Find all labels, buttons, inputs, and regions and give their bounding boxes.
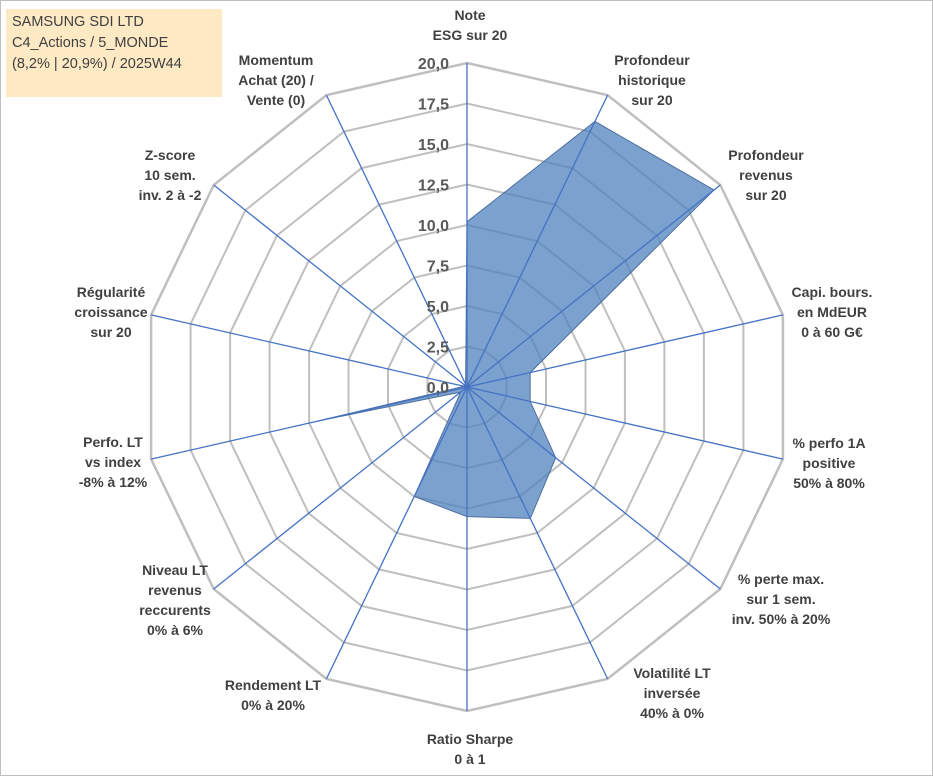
- axis-label-8-line-0: Rendement LT: [225, 677, 322, 693]
- spoke-1: [466, 94, 609, 388]
- axis-label-9-line-1: revenus: [148, 582, 202, 598]
- axis-label-1: Profondeur historique sur 20: [614, 52, 690, 108]
- axis-label-12-line-2: inv. 2 à -2: [139, 187, 202, 203]
- tick-label-1: 2,5: [427, 340, 449, 357]
- axis-label-6-line-1: inversée: [644, 685, 701, 701]
- axis-label-3: Capi. bours. en MdEUR 0 à 60 G€: [792, 284, 873, 340]
- axis-label-2: Profondeur revenus sur 20: [728, 147, 804, 203]
- tick-label-8: 20,0: [418, 56, 449, 73]
- axis-label-3-line-0: Capi. bours.: [792, 284, 873, 300]
- axis-label-0-line-1: ESG sur 20: [433, 27, 508, 43]
- info-box: SAMSUNG SDI LTD C4_Actions / 5_MONDE (8,…: [6, 9, 222, 97]
- axis-label-7-line-0: Ratio Sharpe: [427, 731, 514, 747]
- spoke-6: [466, 386, 609, 680]
- axis-label-2-line-1: revenus: [739, 167, 793, 183]
- axis-label-0-line-0: Note: [454, 7, 485, 23]
- spoke-10: [150, 386, 468, 460]
- spoke-3: [466, 314, 784, 388]
- axis-label-7-line-1: 0 à 1: [454, 751, 485, 767]
- axis-label-13-line-1: Achat (20) /: [238, 72, 314, 88]
- axis-label-9-line-3: 0% à 6%: [147, 622, 204, 638]
- spoke-5: [466, 386, 721, 590]
- tick-label-5: 12,5: [418, 178, 449, 195]
- info-category: C4_Actions / 5_MONDE: [12, 35, 169, 51]
- axis-label-11-line-2: sur 20: [90, 324, 131, 340]
- tick-label-7: 17,5: [418, 97, 449, 114]
- axis-label-5-line-1: sur 1 sem.: [746, 591, 815, 607]
- axis-label-10-line-2: -8% à 12%: [79, 474, 148, 490]
- axis-label-11-line-0: Régularité: [77, 284, 146, 300]
- info-company-name: SAMSUNG SDI LTD: [12, 14, 144, 30]
- axis-label-10-line-1: vs index: [85, 454, 141, 470]
- axis-label-13-line-2: Vente (0): [247, 92, 305, 108]
- axis-label-6-line-2: 40% à 0%: [640, 705, 704, 721]
- axis-label-1-line-0: Profondeur: [614, 52, 690, 68]
- axis-label-5: % perte max. sur 1 sem. inv. 50% à 20%: [732, 571, 831, 627]
- axis-label-13-line-0: Momentum: [239, 52, 314, 68]
- spoke-8: [325, 386, 468, 680]
- tick-label-6: 15,0: [418, 137, 449, 154]
- axis-label-9: Niveau LT revenus reccurents 0% à 6%: [139, 562, 211, 638]
- axis-label-4-line-1: positive: [803, 455, 856, 471]
- axis-label-2-line-0: Profondeur: [728, 147, 804, 163]
- spoke-11: [150, 314, 468, 388]
- tick-label-4: 10,0: [418, 218, 449, 235]
- info-stats: (8,2% | 20,9%) / 2025W44: [12, 56, 182, 72]
- axis-label-12-line-0: Z-score: [145, 147, 196, 163]
- axis-label-12-line-1: 10 sem.: [144, 167, 195, 183]
- spoke-9: [213, 386, 468, 590]
- radar-spokes: [150, 63, 784, 711]
- axis-label-10-line-0: Perfo. LT: [83, 434, 143, 450]
- axis-label-12: Z-score 10 sem. inv. 2 à -2: [139, 147, 202, 203]
- axis-label-6-line-0: Volatilité LT: [633, 665, 711, 681]
- axis-label-7: Ratio Sharpe 0 à 1: [427, 731, 514, 767]
- axis-label-5-line-2: inv. 50% à 20%: [732, 611, 831, 627]
- radar-tick-labels: 0,0 2,5 5,0 7,5 10,0 12,5 15,0 17,5 20,0: [418, 56, 449, 397]
- spoke-13: [325, 94, 468, 388]
- tick-label-3: 7,5: [427, 259, 449, 276]
- radar-axis-labels: Note ESG sur 20 Profondeur historique sur 20…: [74, 7, 872, 767]
- axis-label-8: Rendement LT 0% à 20%: [225, 677, 322, 713]
- axis-label-0: Note ESG sur 20: [433, 7, 508, 43]
- axis-label-9-line-0: Niveau LT: [142, 562, 208, 578]
- tick-label-0: 0,0: [427, 380, 449, 397]
- spoke-4: [466, 386, 784, 460]
- axis-label-5-line-0: % perte max.: [738, 571, 824, 587]
- axis-label-4-line-0: % perfo 1A: [792, 435, 865, 451]
- axis-label-2-line-2: sur 20: [745, 187, 786, 203]
- axis-label-13: Momentum Achat (20) / Vente (0): [238, 52, 314, 108]
- axis-label-1-line-2: sur 20: [631, 92, 672, 108]
- axis-label-4-line-2: 50% à 80%: [793, 475, 865, 491]
- tick-label-2: 5,0: [427, 299, 449, 316]
- axis-label-1-line-1: historique: [618, 72, 686, 88]
- axis-label-3-line-2: 0 à 60 G€: [801, 324, 863, 340]
- axis-label-6: Volatilité LT inversée 40% à 0%: [633, 665, 711, 721]
- axis-label-9-line-2: reccurents: [139, 602, 211, 618]
- axis-label-3-line-1: en MdEUR: [797, 304, 867, 320]
- axis-label-8-line-1: 0% à 20%: [241, 697, 305, 713]
- axis-label-10: Perfo. LT vs index -8% à 12%: [79, 434, 148, 490]
- axis-label-11-line-1: croissance: [74, 304, 147, 320]
- spoke-2: [466, 184, 721, 388]
- axis-label-11: Régularité croissance sur 20: [74, 284, 147, 340]
- spoke-12: [213, 184, 468, 388]
- axis-label-4: % perfo 1A positive 50% à 80%: [792, 435, 865, 491]
